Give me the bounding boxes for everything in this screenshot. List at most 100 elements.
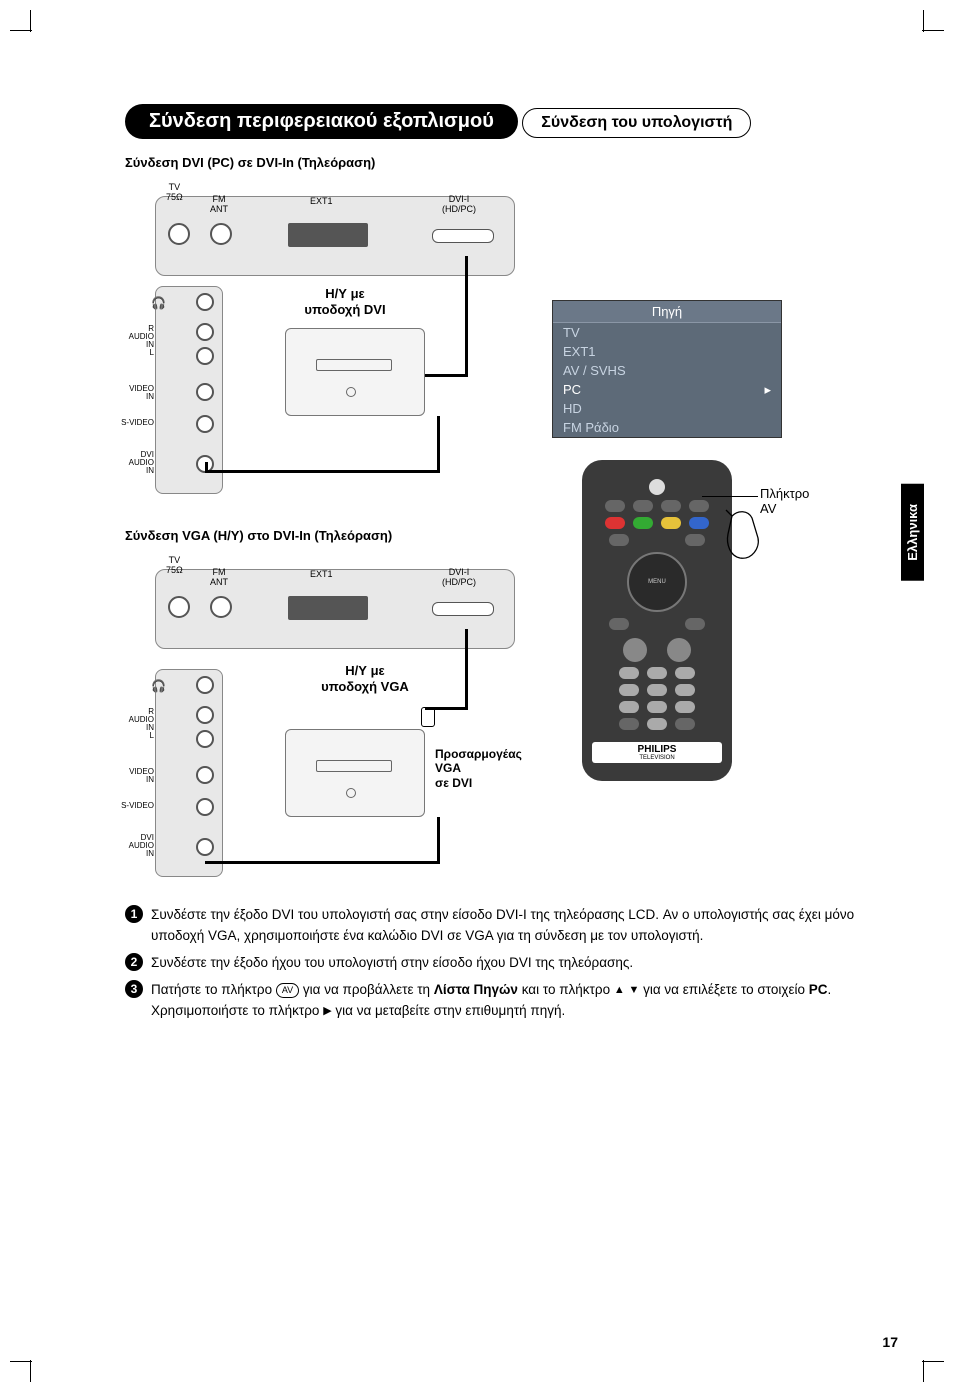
source-panel: Πηγή TV EXT1 AV / SVHS PC▸ HD FM Pάδιο — [552, 300, 782, 781]
remote-brand-text: PHILIPS — [638, 744, 677, 755]
jack-video — [196, 383, 214, 401]
remote-num-5 — [647, 684, 667, 696]
step-number-2: 2 — [125, 953, 143, 971]
vga-connector-icon — [421, 707, 435, 727]
up-icon: ▲ — [614, 984, 625, 996]
cable-audio-v-2 — [437, 817, 440, 864]
port-dvi — [432, 229, 494, 243]
step-2-text: Συνδέστε την έξοδο ήχου του υπολογιστή σ… — [151, 953, 633, 974]
port-label-ext1: EXT1 — [310, 197, 333, 207]
s3c: και το πλήκτρο — [518, 982, 614, 997]
diagram1-caption: Σύνδεση DVI (PC) σε DVI-In (Τηλεόραση) — [125, 155, 885, 170]
remote-num-6 — [675, 684, 695, 696]
crop-mark — [10, 10, 40, 40]
port-label-ext1-2: EXT1 — [310, 570, 333, 580]
remote-brand-sub: TELEVISION — [592, 755, 722, 761]
remote-vol-rocker — [623, 638, 647, 662]
remote-blue-button — [689, 517, 709, 529]
source-item-tv: TV — [553, 323, 781, 342]
remote-btn — [609, 534, 629, 546]
label-video-2: VIDEOIN — [120, 768, 154, 784]
port-fm — [210, 223, 232, 245]
port-label-tv75: TV75Ω — [166, 183, 183, 203]
section-subtitle: Σύνδεση του υπολογιστή — [522, 108, 751, 138]
remote-num-1 — [619, 667, 639, 679]
pc-drive-slot — [316, 359, 392, 371]
port-label-dvi: DVI-I(HD/PC) — [442, 195, 476, 215]
cable-dvi — [465, 256, 468, 376]
tv-back-panel: TV75Ω FMANT EXT1 DVI-I(HD/PC) — [155, 196, 515, 276]
pc-label-vga: Η/Υ μευποδοχή VGA — [295, 663, 435, 694]
port-label-dvi-2: DVI-I(HD/PC) — [442, 568, 476, 588]
remote-num-9 — [675, 701, 695, 713]
jack-dvi-audio-2 — [196, 838, 214, 856]
port-label-fm-2: FMANT — [210, 568, 228, 588]
jack-video-2 — [196, 766, 214, 784]
hand-icon — [724, 508, 774, 568]
s3bold: Λίστα Πηγών — [434, 982, 518, 997]
av-key-icon: AV — [276, 983, 299, 998]
pc-drive-slot-2 — [316, 760, 392, 772]
cable-audio — [205, 470, 439, 473]
headphone-icon: 🎧 — [132, 297, 166, 309]
jack-svideo — [196, 415, 214, 433]
diagram-dvi: TV75Ω FMANT EXT1 DVI-I(HD/PC) 🎧 RAUDIOIN… — [125, 178, 525, 498]
chevron-right-icon: ▸ — [764, 382, 771, 398]
remote-green-button — [633, 517, 653, 529]
pc-label-dvi: Η/Υ μευποδοχή DVI — [275, 286, 415, 317]
port-coax-2 — [168, 596, 190, 618]
jack-audio-r — [196, 323, 214, 341]
remote-num-8 — [647, 701, 667, 713]
jack-svideo-2 — [196, 798, 214, 816]
label-dvi-audio: DVIAUDIOIN — [120, 451, 154, 475]
crop-mark — [914, 10, 944, 40]
cable-audio-v2 — [437, 416, 440, 473]
source-item-pc: PC ▸ — [553, 380, 781, 399]
remote-num-2 — [647, 667, 667, 679]
source-menu: Πηγή TV EXT1 AV / SVHS PC▸ HD FM Pάδιο — [552, 300, 782, 438]
remote-num-7 — [619, 701, 639, 713]
step-3: 3 Πατήστε το πλήκτρο AV για να προβάλλετ… — [125, 980, 885, 1022]
remote-red-button — [605, 517, 625, 529]
remote-av-button[interactable] — [633, 500, 653, 512]
step-2: 2 Συνδέστε την έξοδο ήχου του υπολογιστή… — [125, 953, 885, 974]
step-3-text: Πατήστε το πλήκτρο AV για να προβάλλετε … — [151, 980, 885, 1022]
remote-ch-rocker — [667, 638, 691, 662]
s3d: για να επιλέξετε το στοιχείο — [639, 982, 808, 997]
diagram-vga: TV75Ω FMANT EXT1 DVI-I(HD/PC) 🎧 RAUDIOIN… — [125, 551, 525, 891]
jack-audio-l-2 — [196, 730, 214, 748]
port-dvi-2 — [432, 602, 494, 616]
step-1: 1 Συνδέστε την έξοδο DVI του υπολογιστή … — [125, 905, 885, 947]
label-video-in: VIDEOIN — [120, 385, 154, 401]
source-menu-title: Πηγή — [553, 301, 781, 323]
remote-control: PHILIPS TELEVISION — [582, 460, 732, 781]
port-label-tv75-2: TV75Ω — [166, 556, 183, 576]
remote-yellow-button — [661, 517, 681, 529]
pc-power-icon-2 — [346, 788, 356, 798]
remote-btn — [661, 500, 681, 512]
source-item-hd: HD — [553, 399, 781, 418]
crop-mark — [914, 1352, 944, 1382]
page-number: 17 — [882, 1334, 898, 1350]
remote-num-3 — [675, 667, 695, 679]
remote-btn — [675, 718, 695, 730]
source-item-pc-text: PC — [563, 382, 581, 397]
jack-headphone-2 — [196, 676, 214, 694]
port-scart-2 — [288, 596, 368, 620]
port-label-fm: FMANT — [210, 195, 228, 215]
remote-btn — [685, 534, 705, 546]
label-audio-2: RAUDIOINL — [120, 708, 154, 740]
remote-btn — [619, 718, 639, 730]
remote-navpad — [627, 552, 687, 612]
jack-headphone — [196, 293, 214, 311]
cable-audio-2 — [205, 861, 439, 864]
jack-audio-l — [196, 347, 214, 365]
remote-btn — [689, 500, 709, 512]
remote-num-4 — [619, 684, 639, 696]
remote-brand: PHILIPS TELEVISION — [592, 742, 722, 763]
tv-side-panel: 🎧 RAUDIOINL VIDEOIN S-VIDEO DVIAUDIOIN — [155, 286, 223, 494]
source-item-fm: FM Pάδιο — [553, 418, 781, 437]
source-item-av: AV / SVHS — [553, 361, 781, 380]
s3a: Πατήστε το πλήκτρο — [151, 982, 276, 997]
jack-audio-r-2 — [196, 706, 214, 724]
